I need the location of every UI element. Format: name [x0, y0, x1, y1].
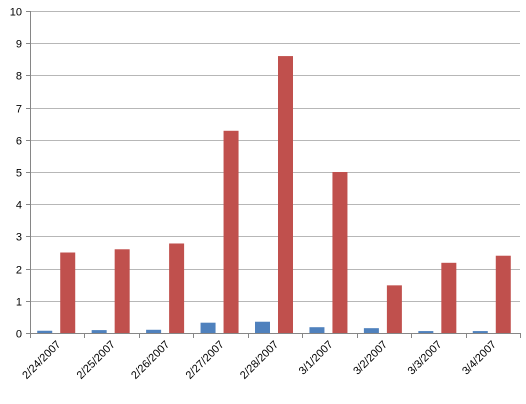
bar-series2-8 — [495, 255, 511, 333]
y-tick-label: 0 — [16, 329, 22, 341]
bar-series1-0 — [37, 330, 53, 333]
bar-series1-2 — [146, 329, 162, 333]
bar-series1-4 — [255, 321, 270, 333]
bar-series2-4 — [278, 56, 293, 334]
x-tick-label: 3/3/2007 — [406, 339, 445, 378]
y-tick-label: 8 — [16, 71, 22, 83]
bar-series1-5 — [309, 327, 325, 333]
x-tick-label: 2/26/2007 — [129, 339, 172, 382]
x-tick-label: 2/24/2007 — [20, 339, 63, 382]
bar-series2-6 — [386, 285, 402, 333]
bar-series1-1 — [91, 330, 107, 333]
x-tick-labels: 2/24/2007 2/25/2007 2/26/2007 2/27/2007 2/28… — [20, 339, 499, 382]
x-tick-label: 2/28/2007 — [238, 339, 281, 382]
x-tick-label: 2/25/2007 — [75, 339, 118, 382]
bar-series1-7 — [418, 331, 434, 333]
y-tick-label: 7 — [16, 104, 22, 116]
y-tick-label: 1 — [16, 297, 22, 309]
y-tick-label: 6 — [16, 136, 22, 148]
bar-series2-2 — [169, 243, 185, 333]
x-tick-label: 3/2/2007 — [351, 339, 390, 378]
y-tick-labels: 0 1 2 3 4 5 6 7 8 9 10 — [10, 7, 22, 341]
bar-series2-0 — [60, 252, 76, 333]
bar-series1-6 — [363, 328, 379, 333]
bar-series1-3 — [200, 322, 216, 333]
axes — [26, 11, 521, 338]
x-tick-label: 2/27/2007 — [184, 339, 227, 382]
bar-series2-1 — [114, 249, 130, 333]
gridlines — [30, 11, 520, 302]
x-tick-label: 3/4/2007 — [460, 339, 499, 378]
y-tick-label: 5 — [16, 168, 22, 180]
x-tick-label: 3/1/2007 — [297, 339, 336, 378]
y-tick-label: 3 — [16, 232, 22, 244]
y-tick-label: 4 — [16, 200, 22, 212]
bars — [37, 56, 511, 334]
bar-series2-3 — [223, 130, 239, 333]
y-tick-label: 9 — [16, 39, 22, 51]
bar-series2-7 — [441, 262, 457, 333]
bar-series2-5 — [332, 172, 348, 333]
y-tick-label: 2 — [16, 265, 22, 277]
bar-series1-8 — [472, 331, 488, 333]
y-tick-label: 10 — [10, 7, 22, 19]
